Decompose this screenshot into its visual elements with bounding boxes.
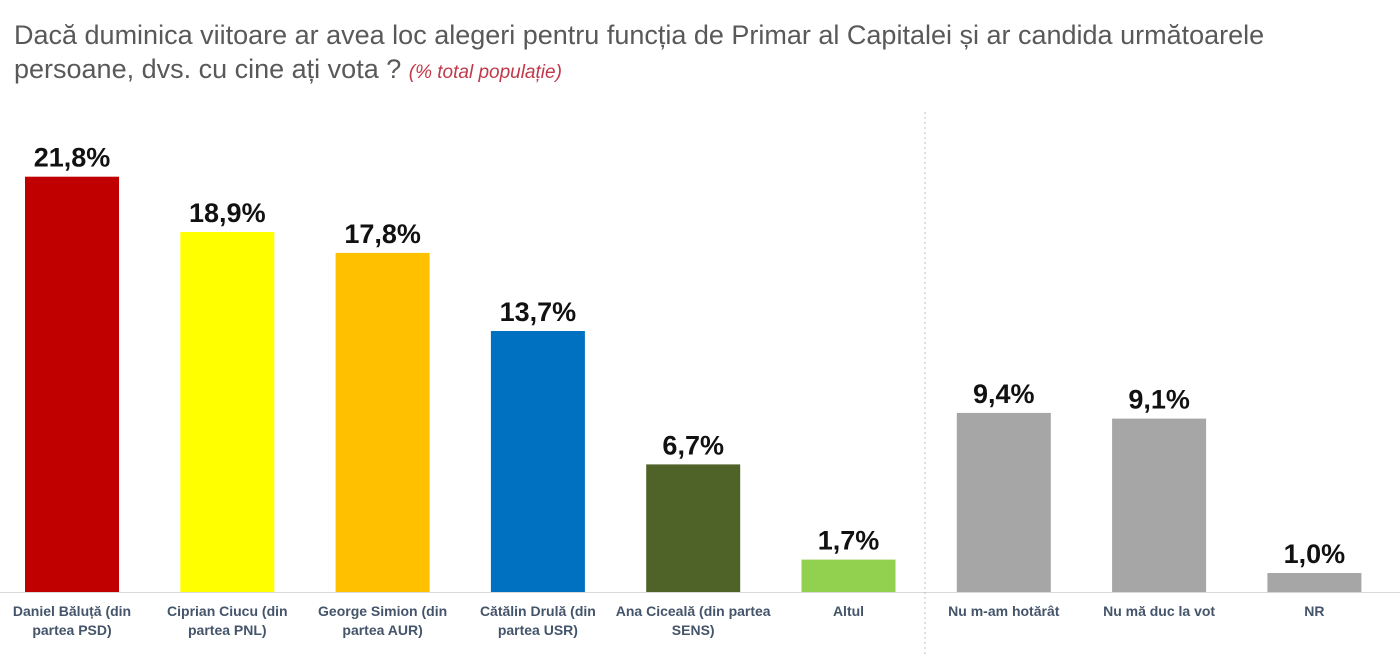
bar [1112,418,1207,592]
bar [956,412,1051,592]
x-tick-label: Altul [832,603,865,619]
bar-value-label: 1,0% [1284,539,1346,569]
x-tick-label: Ana Ciceală (din partea SENS) [615,603,771,638]
x-tick-label: Nu mă duc la vot [1103,603,1216,619]
chart-title: Dacă duminica viitoare ar avea loc alege… [14,18,1374,90]
bar [335,252,430,592]
bar-value-label: 9,4% [973,379,1035,409]
chart-title-text: Dacă duminica viitoare ar avea loc alege… [14,20,1265,84]
x-tick-label: Nu m-am hotărât [948,603,1060,619]
bar-value-label: 1,7% [818,526,880,556]
x-tick-label: Daniel Băluță (din partea PSD) [12,603,132,638]
bar [25,176,119,592]
bar-value-label: 17,8% [344,219,421,249]
bar [801,559,896,592]
chart-subtitle: (% total populație) [408,62,562,83]
bar-value-label: 18,9% [189,198,266,228]
bar [490,331,585,592]
x-tick-label: Cătălin Drulă (din partea USR) [479,603,596,638]
bar-value-label: 13,7% [500,297,577,327]
x-tick-label: NR [1304,603,1325,619]
bar [646,464,741,592]
x-tick-label: George Simion (din partea AUR) [318,603,448,638]
bar [180,232,275,592]
bar-value-label: 9,1% [1128,385,1190,415]
bar [1267,573,1362,593]
bar-value-label: 21,8% [34,143,111,173]
x-tick-label: Ciprian Ciucu (din partea PNL) [167,603,288,638]
bar-value-label: 6,7% [662,430,724,460]
